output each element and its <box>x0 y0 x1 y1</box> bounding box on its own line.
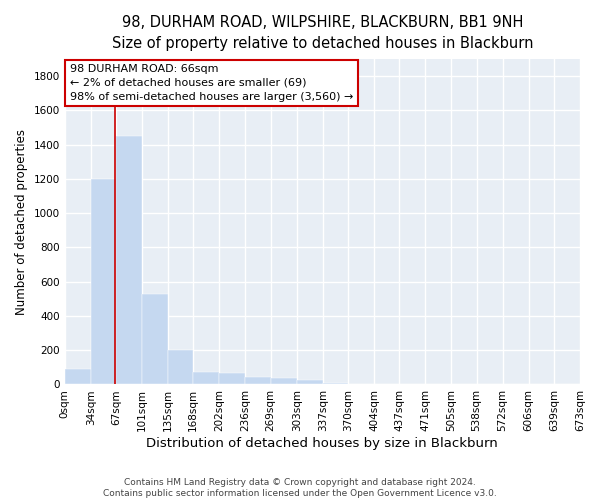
Y-axis label: Number of detached properties: Number of detached properties <box>15 129 28 315</box>
Bar <box>142 294 168 384</box>
Bar <box>116 136 142 384</box>
Bar <box>296 380 323 384</box>
Text: Contains HM Land Registry data © Crown copyright and database right 2024.
Contai: Contains HM Land Registry data © Crown c… <box>103 478 497 498</box>
Bar <box>65 369 91 384</box>
X-axis label: Distribution of detached houses by size in Blackburn: Distribution of detached houses by size … <box>146 437 498 450</box>
Bar <box>220 374 245 384</box>
Bar <box>168 350 193 384</box>
Title: 98, DURHAM ROAD, WILPSHIRE, BLACKBURN, BB1 9NH
Size of property relative to deta: 98, DURHAM ROAD, WILPSHIRE, BLACKBURN, B… <box>112 15 533 51</box>
Bar <box>91 179 116 384</box>
Bar <box>323 382 348 384</box>
Bar <box>193 372 220 384</box>
Bar <box>245 377 271 384</box>
Bar <box>271 378 296 384</box>
Text: 98 DURHAM ROAD: 66sqm
← 2% of detached houses are smaller (69)
98% of semi-detac: 98 DURHAM ROAD: 66sqm ← 2% of detached h… <box>70 64 353 102</box>
